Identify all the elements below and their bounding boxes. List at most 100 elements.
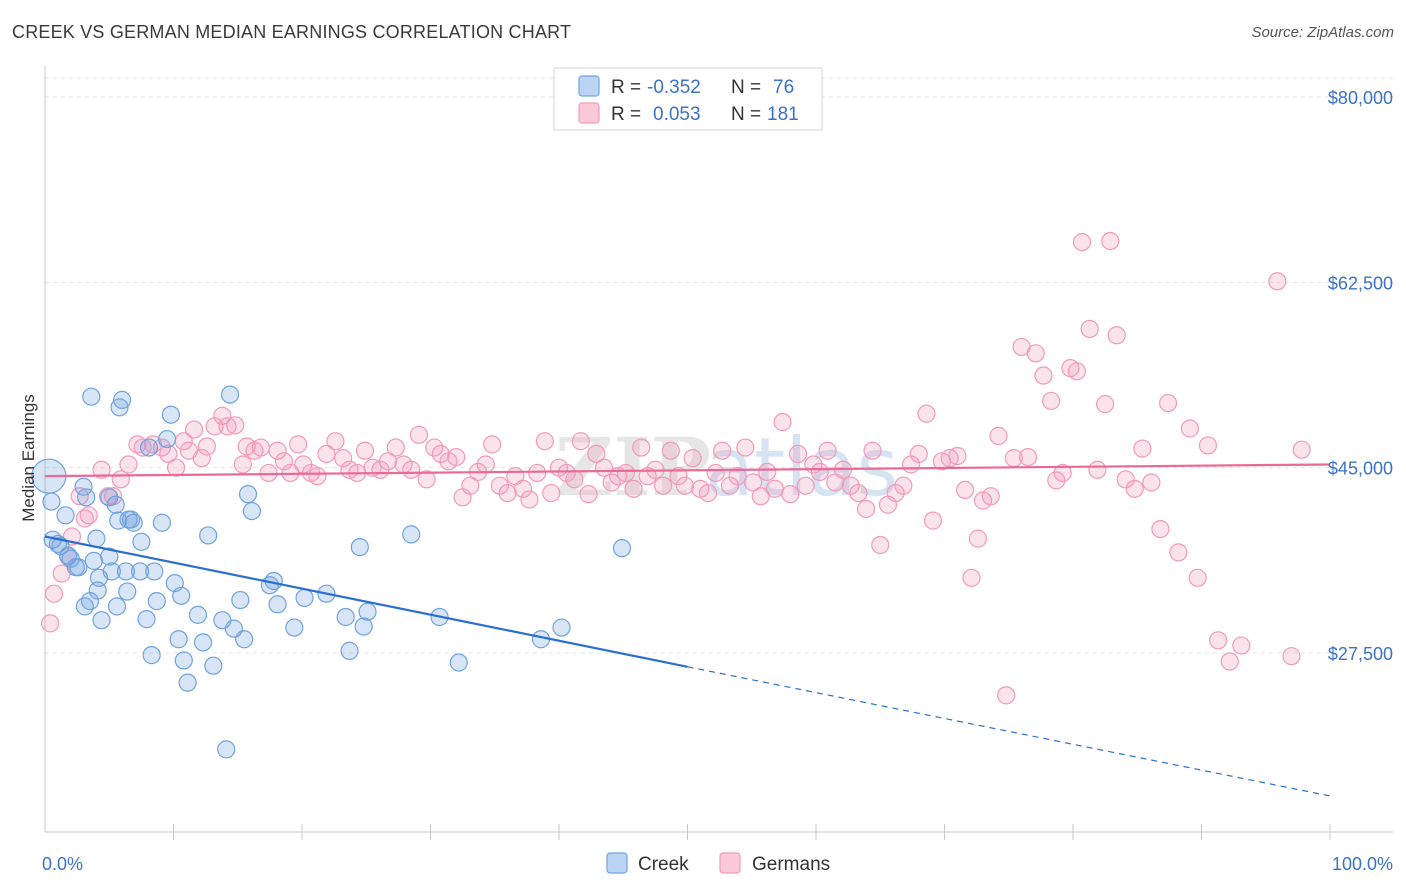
creek-point-56: [231, 590, 250, 610]
creek-point-22: [102, 562, 121, 581]
trend-lines: [44, 463, 1331, 797]
germans-point-147: [1107, 326, 1126, 345]
creek-point-36: [139, 438, 159, 457]
germans-point-53: [417, 470, 436, 489]
germans-point-95: [728, 467, 747, 486]
germans-point-160: [1232, 636, 1251, 655]
creek-point-15: [84, 551, 103, 570]
germans-point-87: [669, 467, 688, 486]
creek-point-70: [358, 602, 377, 621]
germans-point-88: [675, 476, 695, 495]
germans-point-0: [41, 614, 60, 633]
creek-point-37: [142, 646, 161, 665]
germans-point-80: [616, 463, 635, 483]
legend-n-label-germans: N =: [731, 104, 761, 125]
germans-point-14: [133, 438, 152, 457]
germans-point-26: [218, 417, 237, 436]
germans-point-155: [1180, 419, 1200, 438]
germans-point-1: [44, 584, 64, 603]
grid-lines: [45, 77, 1393, 654]
creek-point-44: [169, 630, 188, 649]
creek-points: [31, 385, 632, 759]
germans-point-156: [1188, 568, 1207, 587]
y-tick-label-1: $45,000: [1328, 459, 1393, 479]
creek-point-19: [92, 611, 111, 630]
creek-point-49: [193, 633, 213, 652]
creek-point-40: [152, 513, 172, 532]
germans-point-75: [579, 485, 598, 504]
germans-point-28: [233, 455, 252, 474]
germans-point-12: [119, 455, 138, 474]
y-tick-labels: $27,500 $45,000 $62,500 $80,000: [1328, 88, 1393, 664]
germans-point-135: [1026, 344, 1045, 363]
germans-trend-line: [44, 463, 1331, 478]
creek-point-41: [157, 429, 177, 449]
germans-point-36: [289, 435, 308, 454]
axes: [44, 66, 1393, 840]
germans-point-154: [1169, 543, 1188, 562]
germans-point-124: [948, 446, 967, 466]
germans-point-70: [542, 483, 561, 503]
creek-point-57: [235, 630, 254, 649]
germans-point-127: [968, 529, 988, 548]
legend-swatch-germans: [578, 102, 600, 124]
germans-point-17: [159, 444, 178, 463]
creek-point-28: [116, 562, 136, 581]
germans-point-7: [79, 506, 98, 525]
germans-point-136: [1034, 366, 1053, 385]
germans-point-96: [736, 438, 755, 457]
creek-point-76: [612, 539, 632, 558]
germans-point-152: [1151, 519, 1170, 539]
creek-point-1: [42, 492, 61, 511]
germans-point-161: [1268, 272, 1287, 291]
creek-point-12: [77, 488, 96, 507]
creek-point-62: [268, 595, 287, 614]
germans-point-76: [587, 444, 606, 463]
germans-point-66: [513, 479, 533, 498]
legend-swatch-creek: [578, 75, 600, 97]
germans-point-61: [476, 455, 495, 474]
y-tick-label-3: $80,000: [1328, 88, 1393, 108]
germans-point-137: [1042, 391, 1061, 411]
germans-point-157: [1198, 436, 1218, 455]
creek-point-33: [130, 562, 150, 581]
germans-point-102: [781, 485, 800, 504]
y-tick-label-2: $62,500: [1328, 273, 1393, 293]
germans-point-149: [1125, 479, 1144, 498]
germans-point-69: [535, 432, 554, 451]
creek-point-31: [121, 510, 141, 529]
germans-point-13: [128, 435, 147, 454]
creek-point-11: [75, 597, 94, 616]
legend-n-label-creek: N =: [731, 77, 761, 98]
germans-point-125: [955, 480, 975, 500]
creek-point-73: [449, 653, 468, 672]
germans-point-146: [1101, 231, 1120, 251]
creek-point-5: [56, 506, 75, 525]
germans-point-104: [796, 476, 815, 495]
creek-point-64: [295, 588, 314, 608]
germans-point-55: [431, 444, 450, 463]
germans-point-159: [1220, 652, 1239, 671]
creek-point-9: [69, 558, 88, 577]
creek-point-47: [178, 673, 197, 692]
germans-point-64: [498, 483, 517, 503]
germans-point-82: [632, 438, 651, 457]
germans-point-41: [326, 432, 345, 451]
creek-trend-line: [44, 535, 688, 668]
germans-point-49: [386, 438, 405, 457]
germans-point-110: [841, 476, 860, 495]
bottom-legend-creek: Creek: [638, 854, 689, 875]
germans-point-141: [1067, 362, 1086, 381]
creek-point-63: [285, 618, 304, 637]
germans-points: [41, 231, 1311, 705]
creek-point-75: [552, 618, 571, 637]
germans-point-92: [706, 463, 725, 483]
legend-r-value-germans: 0.053: [653, 104, 701, 125]
germans-point-117: [894, 476, 913, 495]
legend-n-value-germans: 181: [767, 104, 799, 125]
germans-point-27: [226, 416, 245, 435]
chart-title: CREEK VS GERMAN MEDIAN EARNINGS CORRELAT…: [12, 22, 572, 42]
germans-point-5: [70, 487, 89, 506]
y-axis-label: Median Earnings: [19, 394, 38, 522]
